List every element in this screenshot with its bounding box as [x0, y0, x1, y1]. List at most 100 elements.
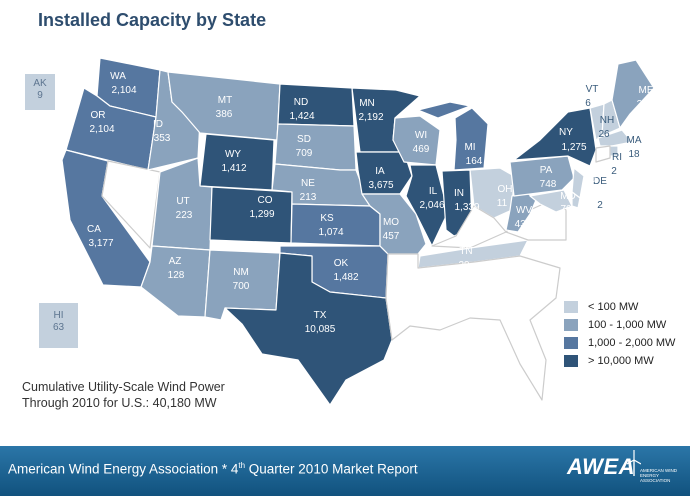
label-mi-name: MI: [464, 142, 475, 153]
label-mn-value: 2,192: [358, 112, 383, 123]
label-hi-value: 63: [52, 322, 65, 333]
state-ct: [595, 145, 611, 163]
state-ma[interactable]: [597, 129, 633, 147]
label-ny-name: NY: [559, 127, 573, 138]
label-vt-value: 6: [585, 98, 591, 109]
label-id-value: 353: [154, 133, 171, 144]
label-me-name: ME: [639, 85, 654, 96]
state-ny[interactable]: [513, 107, 597, 167]
label-oh-name: OH: [498, 184, 513, 195]
label-mi-value: 164: [466, 156, 483, 167]
legend-swatch: [564, 355, 578, 367]
label-de-value: 2: [597, 200, 603, 211]
label-pa-name: PA: [540, 165, 553, 176]
state-de[interactable]: [571, 191, 581, 209]
legend-label: 100 - 1,000 MW: [588, 319, 667, 331]
label-ak-value: 9: [37, 90, 43, 101]
label-ne-name: NE: [301, 178, 315, 189]
label-wi-value: 469: [413, 144, 430, 155]
legend-swatch: [564, 319, 578, 331]
state-se-empty: [385, 253, 561, 401]
label-nm-value: 700: [233, 281, 250, 292]
label-sd-value: 709: [296, 148, 313, 159]
state-ak[interactable]: AK 9: [25, 74, 55, 110]
label-mt-name: MT: [218, 95, 232, 106]
label-or-name: OR: [91, 110, 106, 121]
label-ma-name: MA: [627, 135, 642, 146]
state-mi-up[interactable]: [417, 101, 471, 119]
label-ca-value: 3,177: [88, 238, 113, 249]
label-il-name: IL: [429, 186, 438, 197]
state-md[interactable]: [529, 189, 573, 213]
label-nd-value: 1,424: [289, 111, 314, 122]
label-md-name: MD: [560, 191, 576, 202]
label-in-name: IN: [454, 188, 464, 199]
us-map: WA 2,104 OR 2,104 CA 3,177 ID 353 MT 386…: [61, 57, 655, 406]
label-ks-value: 1,074: [318, 227, 343, 238]
footer-text-after: Quarter 2010 Market Report: [245, 461, 418, 477]
label-ne-value: 213: [300, 192, 317, 203]
label-nm-name: NM: [233, 267, 249, 278]
label-mo-value: 457: [383, 231, 400, 242]
state-il[interactable]: [405, 164, 449, 247]
state-wy[interactable]: [199, 133, 275, 191]
label-wy-name: WY: [225, 149, 241, 160]
label-nd-name: ND: [294, 97, 308, 108]
label-oh-value: 11: [497, 198, 508, 209]
legend-item: 1,000 - 2,000 MW: [564, 334, 675, 352]
label-ma-value: 18: [628, 149, 640, 160]
legend-item: < 100 MW: [564, 298, 675, 316]
label-az-value: 128: [168, 270, 185, 281]
label-ks-name: KS: [320, 213, 334, 224]
label-wy-value: 1,412: [221, 163, 246, 174]
label-ri-name: RI: [612, 152, 622, 163]
label-tn-value: 29: [458, 260, 470, 271]
label-me-value: 266: [637, 99, 654, 110]
summary-line-2: Through 2010 for U.S.: 40,180 MW: [22, 396, 217, 410]
label-sd-name: SD: [297, 134, 311, 145]
state-hi[interactable]: HI 63: [39, 303, 78, 348]
label-wa-value: 2,104: [111, 85, 136, 96]
label-pa-value: 748: [540, 179, 557, 190]
state-sd[interactable]: [274, 123, 357, 171]
label-ut-name: UT: [176, 196, 189, 207]
label-ia-name: IA: [375, 166, 385, 177]
state-nv-empty: [101, 160, 161, 249]
label-wv-value: 431: [515, 219, 532, 230]
awea-logo-subtitle: AMERICAN WIND ENERGY ASSOCIATION: [640, 468, 677, 483]
label-nj-value: 8: [587, 186, 593, 197]
label-ca-name: CA: [87, 224, 101, 235]
label-tx-value: 10,085: [305, 324, 336, 335]
label-nj-name: NJ: [584, 174, 596, 185]
label-ia-value: 3,675: [368, 180, 393, 191]
state-mi[interactable]: [453, 107, 489, 171]
label-mo-name: MO: [383, 217, 399, 228]
label-mt-value: 386: [216, 109, 233, 120]
label-wv-name: WV: [516, 205, 532, 216]
label-ok-name: OK: [334, 258, 349, 269]
state-ks[interactable]: [290, 203, 381, 247]
state-tx[interactable]: [224, 252, 393, 406]
label-co-name: CO: [258, 195, 273, 206]
summary-text: Cumulative Utility-Scale Wind Power Thro…: [22, 379, 225, 411]
label-ak-name: AK: [33, 78, 47, 89]
label-mn-name: MN: [359, 98, 375, 109]
label-tn-name: TN: [459, 246, 472, 257]
label-wa-name: WA: [110, 71, 126, 82]
state-me[interactable]: [611, 59, 655, 129]
summary-line-1: Cumulative Utility-Scale Wind Power: [22, 380, 225, 394]
label-or-value: 2,104: [89, 124, 114, 135]
label-az-name: AZ: [169, 256, 182, 267]
label-wi-name: WI: [415, 130, 427, 141]
label-co-value: 1,299: [249, 209, 274, 220]
label-ok-value: 1,482: [333, 272, 358, 283]
label-in-value: 1,339: [454, 202, 479, 213]
footer-bar: American Wind Energy Association * 4th Q…: [0, 446, 690, 496]
label-hi-name: HI: [53, 310, 64, 321]
label-vt-name: VT: [586, 84, 599, 95]
label-nh-value: 26: [598, 129, 610, 140]
footer-text: American Wind Energy Association * 4th Q…: [8, 461, 418, 477]
label-md-value: 70: [560, 204, 572, 215]
legend-item: 100 - 1,000 MW: [564, 316, 675, 334]
label-id-name: ID: [153, 119, 163, 130]
